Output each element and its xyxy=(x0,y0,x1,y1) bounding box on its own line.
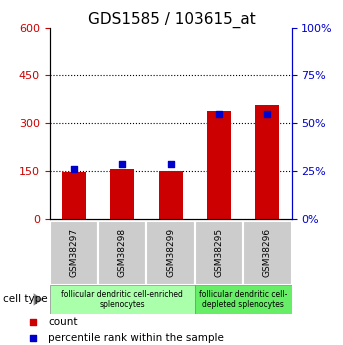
Point xyxy=(30,335,35,341)
Text: GSM38298: GSM38298 xyxy=(118,228,127,277)
Text: follicular dendritic cell-
depleted splenocytes: follicular dendritic cell- depleted sple… xyxy=(199,289,287,309)
Bar xyxy=(50,221,98,285)
Bar xyxy=(158,170,183,219)
Text: GSM38297: GSM38297 xyxy=(69,228,79,277)
Bar xyxy=(50,285,195,314)
Bar xyxy=(62,172,86,219)
Point xyxy=(71,167,77,172)
Text: cell type: cell type xyxy=(3,295,48,304)
Bar xyxy=(146,221,195,285)
Point xyxy=(30,319,35,324)
Bar xyxy=(98,221,146,285)
Text: GSM38296: GSM38296 xyxy=(263,228,272,277)
Bar xyxy=(195,285,292,314)
Point xyxy=(265,111,270,117)
Text: GSM38295: GSM38295 xyxy=(214,228,224,277)
Bar xyxy=(110,169,134,219)
Polygon shape xyxy=(34,293,43,306)
Bar xyxy=(195,221,243,285)
Bar xyxy=(255,105,280,219)
Text: GSM38299: GSM38299 xyxy=(166,228,175,277)
Point xyxy=(216,111,222,117)
Point xyxy=(119,161,125,166)
Bar xyxy=(243,221,292,285)
Point xyxy=(168,161,173,166)
Bar xyxy=(207,110,231,219)
Text: follicular dendritic cell-enriched
splenocytes: follicular dendritic cell-enriched splen… xyxy=(61,289,183,309)
Text: percentile rank within the sample: percentile rank within the sample xyxy=(48,333,224,343)
Text: GDS1585 / 103615_at: GDS1585 / 103615_at xyxy=(87,12,256,28)
Text: count: count xyxy=(48,317,78,327)
